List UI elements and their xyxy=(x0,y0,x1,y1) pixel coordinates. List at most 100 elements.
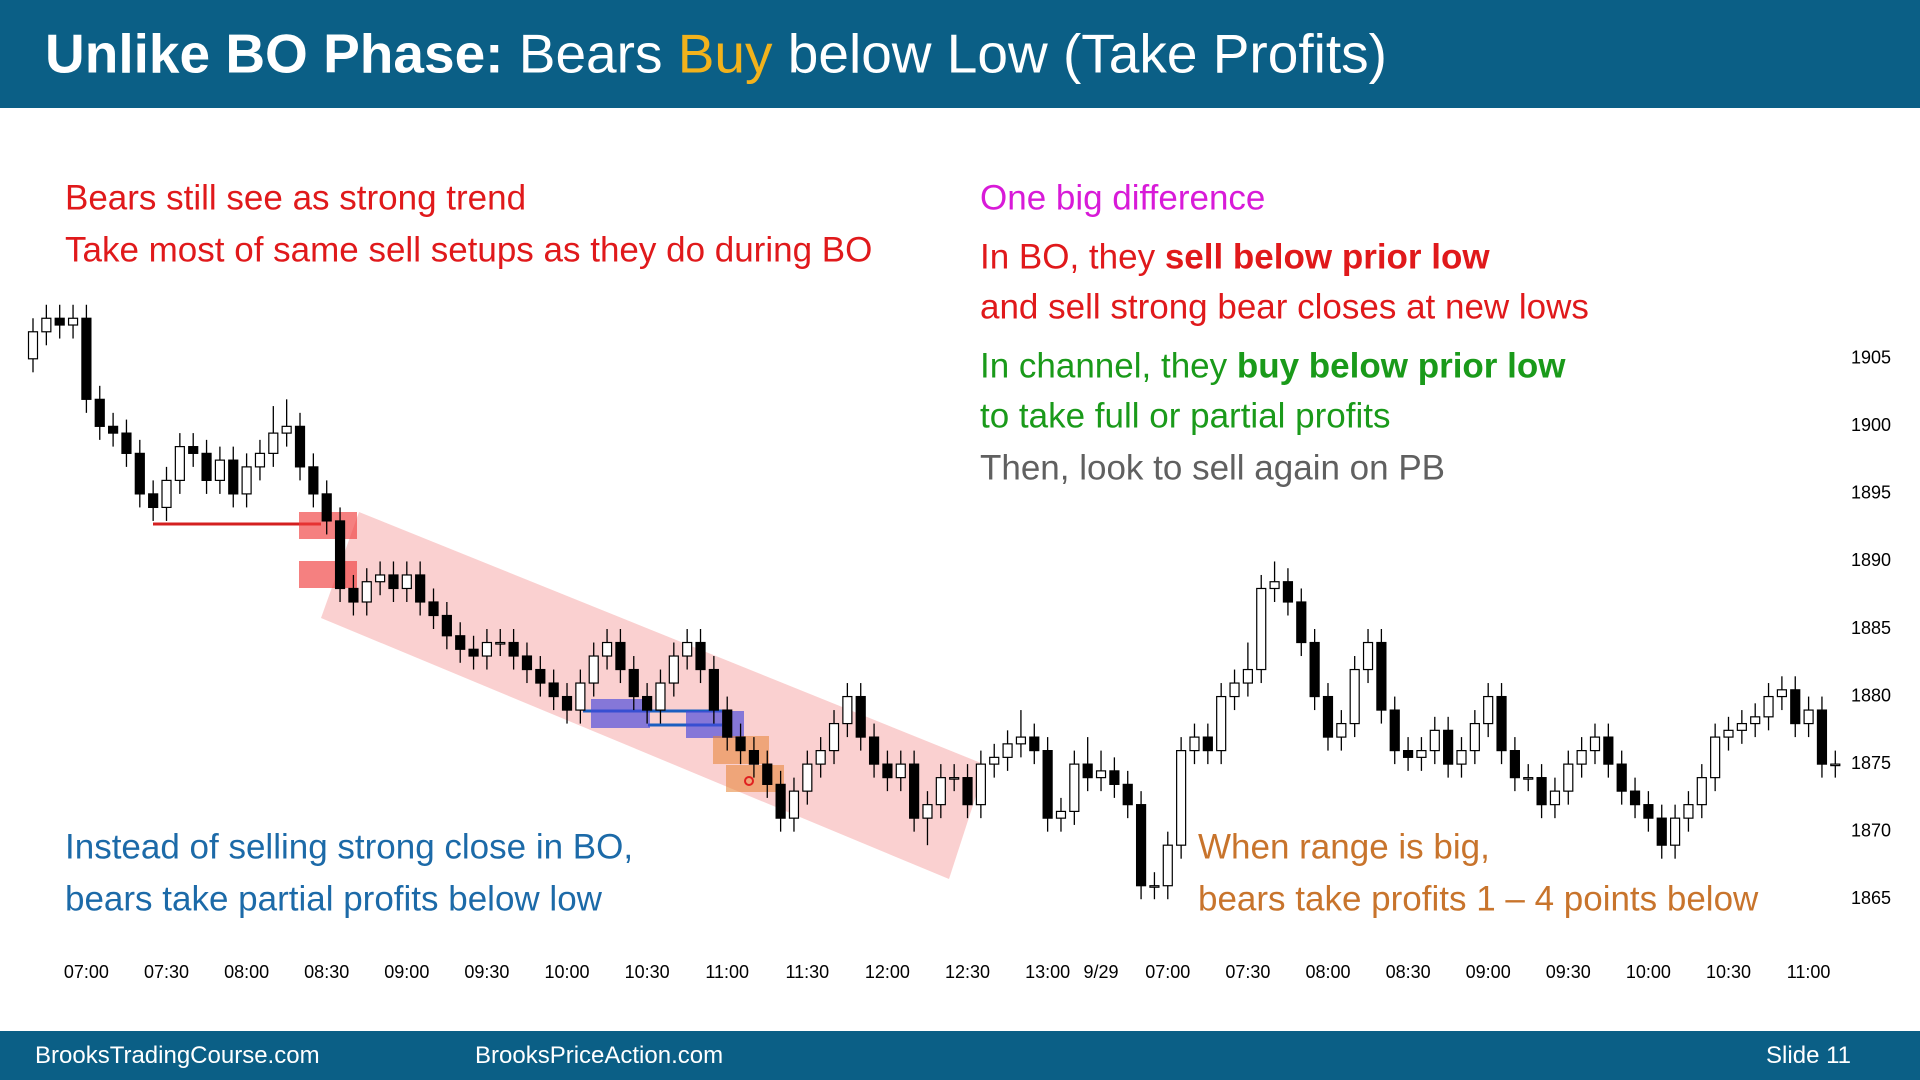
candle-body xyxy=(962,777,973,806)
candle-body xyxy=(588,655,599,684)
candle-body xyxy=(1443,729,1454,765)
candle-body xyxy=(735,736,746,752)
candle-body xyxy=(455,635,466,650)
x-tick-label: 09:30 xyxy=(464,962,509,982)
candle-body xyxy=(775,783,786,819)
x-tick-label: 08:30 xyxy=(1386,962,1431,982)
candle-body xyxy=(1563,763,1574,792)
candle-body xyxy=(642,695,653,711)
x-tick-label: 07:00 xyxy=(1145,962,1190,982)
note: Then, look to sell again on PB xyxy=(980,448,1446,488)
candle-body xyxy=(67,317,79,326)
candle-body xyxy=(1176,750,1187,846)
candle-body xyxy=(1149,885,1160,888)
candle-body xyxy=(548,682,559,698)
candle-body xyxy=(268,432,279,454)
candle-body xyxy=(1229,682,1240,698)
candle-body xyxy=(722,709,733,738)
x-tick-label: 09:00 xyxy=(384,962,429,982)
x-tick-label: 07:00 xyxy=(64,962,109,982)
y-tick-label: 1885 xyxy=(1851,618,1891,638)
candle-body xyxy=(535,668,546,684)
candle-body xyxy=(1830,763,1841,767)
candle-body xyxy=(708,668,719,711)
slide-title: Unlike BO Phase: Bears Buy below Low (Ta… xyxy=(45,26,1387,82)
candle-body xyxy=(1095,770,1107,779)
candle-body xyxy=(882,763,893,779)
candle-body xyxy=(1750,716,1761,725)
x-tick-label: 09:30 xyxy=(1546,962,1591,982)
candle-body xyxy=(1483,695,1494,725)
candle-body xyxy=(1576,750,1587,765)
candle-body xyxy=(228,459,239,495)
candle-body xyxy=(1015,736,1027,745)
candle-body xyxy=(1456,750,1467,765)
note: When range is big, xyxy=(1198,827,1490,867)
candle-body xyxy=(1469,722,1480,752)
x-tick-label: 07:30 xyxy=(1225,962,1270,982)
candle-body xyxy=(1109,770,1120,785)
candle-body xyxy=(334,520,346,590)
candle-body xyxy=(161,479,172,509)
candle-body xyxy=(695,641,706,671)
candle-body xyxy=(1643,804,1654,819)
candle-body xyxy=(1376,641,1387,711)
candle-body xyxy=(1763,695,1774,718)
candle-body xyxy=(628,668,639,698)
candle-body xyxy=(1269,581,1280,590)
candle-body xyxy=(1496,695,1507,752)
candle-body xyxy=(949,777,960,780)
candle-body xyxy=(1242,668,1253,684)
y-tick-label: 1895 xyxy=(1851,483,1891,503)
candle-body xyxy=(348,587,359,603)
signal-box xyxy=(299,561,357,588)
note: In BO, they sell below prior low xyxy=(980,240,1490,275)
profit-box xyxy=(726,765,784,792)
candle-body xyxy=(214,459,226,481)
candle-body xyxy=(802,763,813,792)
candle-body xyxy=(375,574,386,583)
x-tick-label: 07:30 xyxy=(144,962,189,982)
candle-body xyxy=(108,425,119,434)
candle-body xyxy=(1549,790,1561,806)
candle-body xyxy=(668,655,679,684)
candle-body xyxy=(1776,689,1787,698)
y-tick-label: 1865 xyxy=(1851,888,1891,908)
candle-body xyxy=(1069,763,1080,813)
candle-body xyxy=(975,763,986,806)
candle-body xyxy=(1402,750,1414,758)
candle-body xyxy=(655,682,666,711)
x-tick-label: 10:30 xyxy=(625,962,670,982)
channel-band xyxy=(321,512,986,879)
candle-body xyxy=(241,466,252,495)
y-tick-label: 1905 xyxy=(1851,348,1891,368)
note: Bears still see as strong trend xyxy=(65,178,527,218)
candle-body xyxy=(895,763,906,779)
candle-body xyxy=(909,763,920,819)
candle-body xyxy=(1122,783,1133,806)
marker xyxy=(744,776,754,786)
title-bold: Unlike BO Phase: xyxy=(45,22,504,85)
candle-body xyxy=(1710,736,1721,779)
candle-body xyxy=(134,452,145,495)
candle-body xyxy=(401,574,412,590)
slide-number: Slide 11 xyxy=(1766,1041,1851,1069)
candle-body xyxy=(1803,709,1814,725)
candle-body xyxy=(1389,709,1400,752)
candle-body xyxy=(1429,729,1440,752)
note-part: In BO, they xyxy=(980,237,1156,277)
candle-body xyxy=(441,614,452,637)
candle-body xyxy=(1736,722,1747,731)
candle-body xyxy=(615,641,626,671)
header-bar: Unlike BO Phase: Bears Buy below Low (Ta… xyxy=(0,0,1920,108)
candle-body xyxy=(1042,750,1053,819)
title-highlight: Buy xyxy=(677,22,773,85)
candle-body xyxy=(1509,750,1520,779)
candle-body xyxy=(1723,729,1734,738)
candle-body xyxy=(1536,777,1547,806)
candle-body xyxy=(682,641,693,657)
candle-body xyxy=(1696,777,1707,806)
candle-body xyxy=(1816,709,1828,765)
candle-body xyxy=(868,736,880,765)
